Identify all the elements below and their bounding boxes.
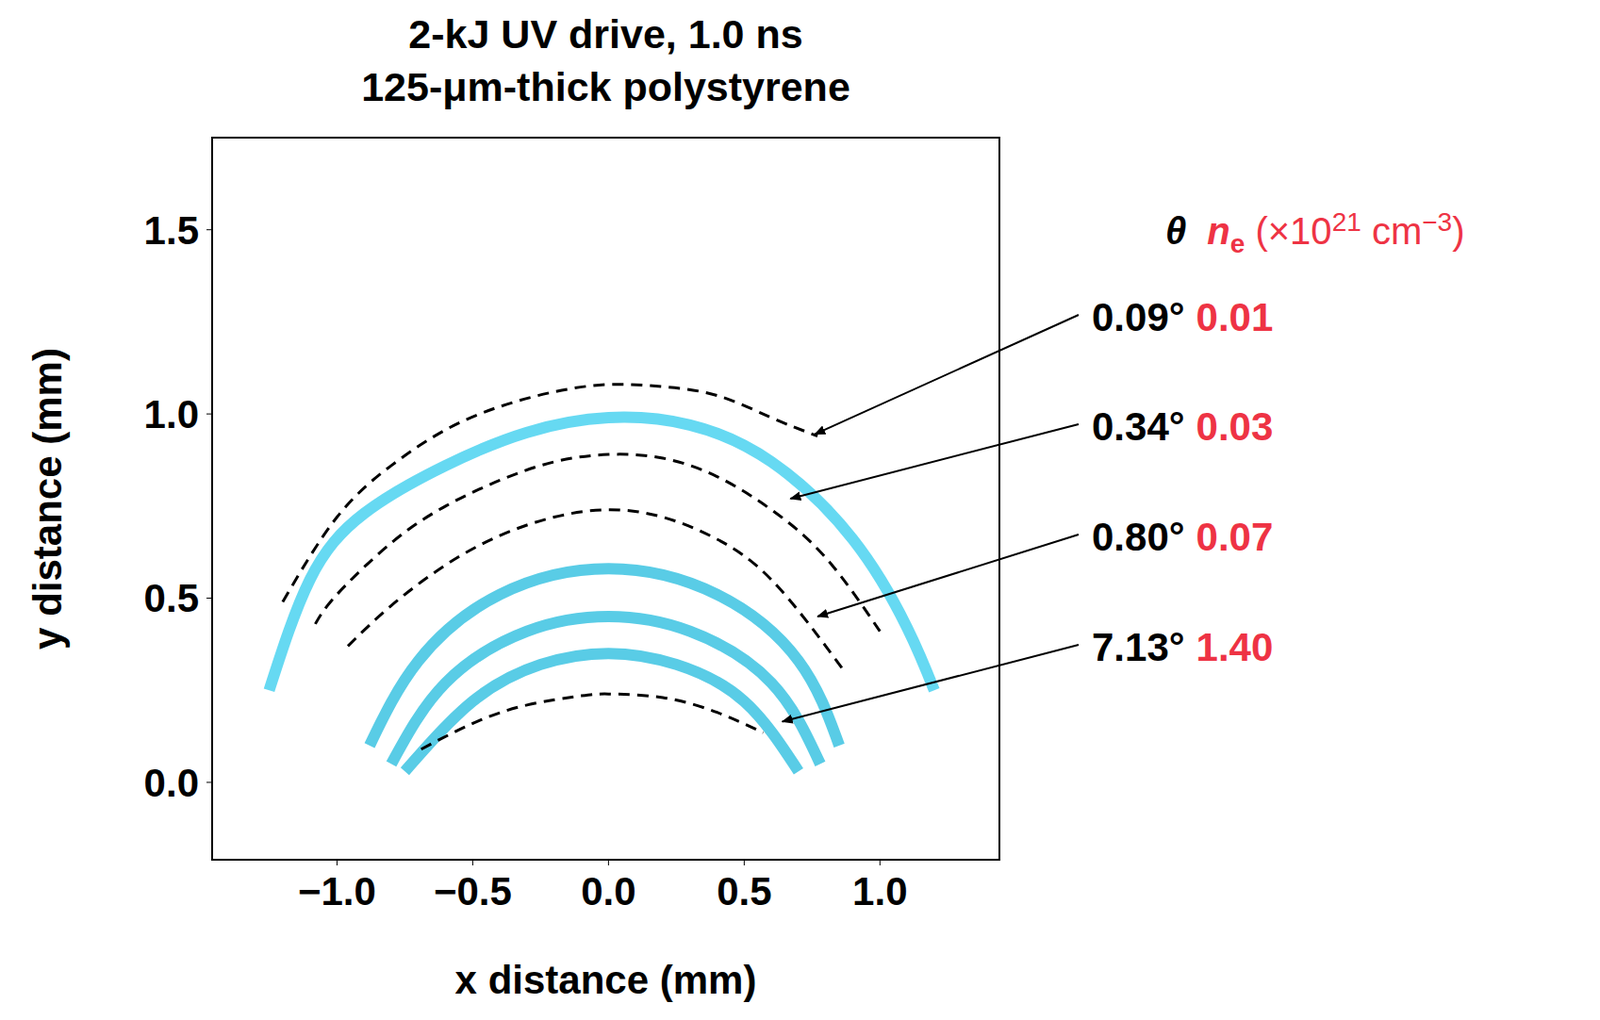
html-text:7.13° 1.40: 7.13° 1.40 — [1091, 625, 1274, 670]
svg-text:x distance (mm): x distance (mm) — [455, 957, 758, 1003]
svg-text:1.5: 1.5 — [144, 208, 199, 253]
svg-text:−1.0: −1.0 — [297, 869, 377, 914]
html-text:0.34° 0.03: 0.34° 0.03 — [1091, 404, 1274, 449]
svg-text:1.0: 1.0 — [852, 869, 908, 914]
html-text:0.80° 0.07: 0.80° 0.07 — [1091, 514, 1274, 560]
svg-text:1.0: 1.0 — [144, 392, 199, 437]
html-text:0.09° 0.01: 0.09° 0.01 — [1091, 295, 1274, 340]
html-text:125-μm-thick polystyrene: 125-μm-thick polystyrene — [361, 64, 851, 110]
html-text:2-kJ UV drive, 1.0 ns: 2-kJ UV drive, 1.0 ns — [408, 11, 803, 57]
svg-text:0.5: 0.5 — [716, 869, 772, 914]
svg-text:0.5: 0.5 — [144, 576, 199, 621]
svg-text:−0.5: −0.5 — [433, 869, 512, 914]
html-text:ne(×10: ne(×10 — [1207, 210, 1332, 259]
svg-text:0.0: 0.0 — [580, 869, 636, 914]
svg-text:y distance (mm): y distance (mm) — [25, 347, 70, 650]
html-text:21cm−3): 21cm−3) — [1331, 207, 1465, 253]
html-text:θ: θ — [1165, 210, 1187, 253]
svg-text:0.0: 0.0 — [144, 760, 199, 806]
